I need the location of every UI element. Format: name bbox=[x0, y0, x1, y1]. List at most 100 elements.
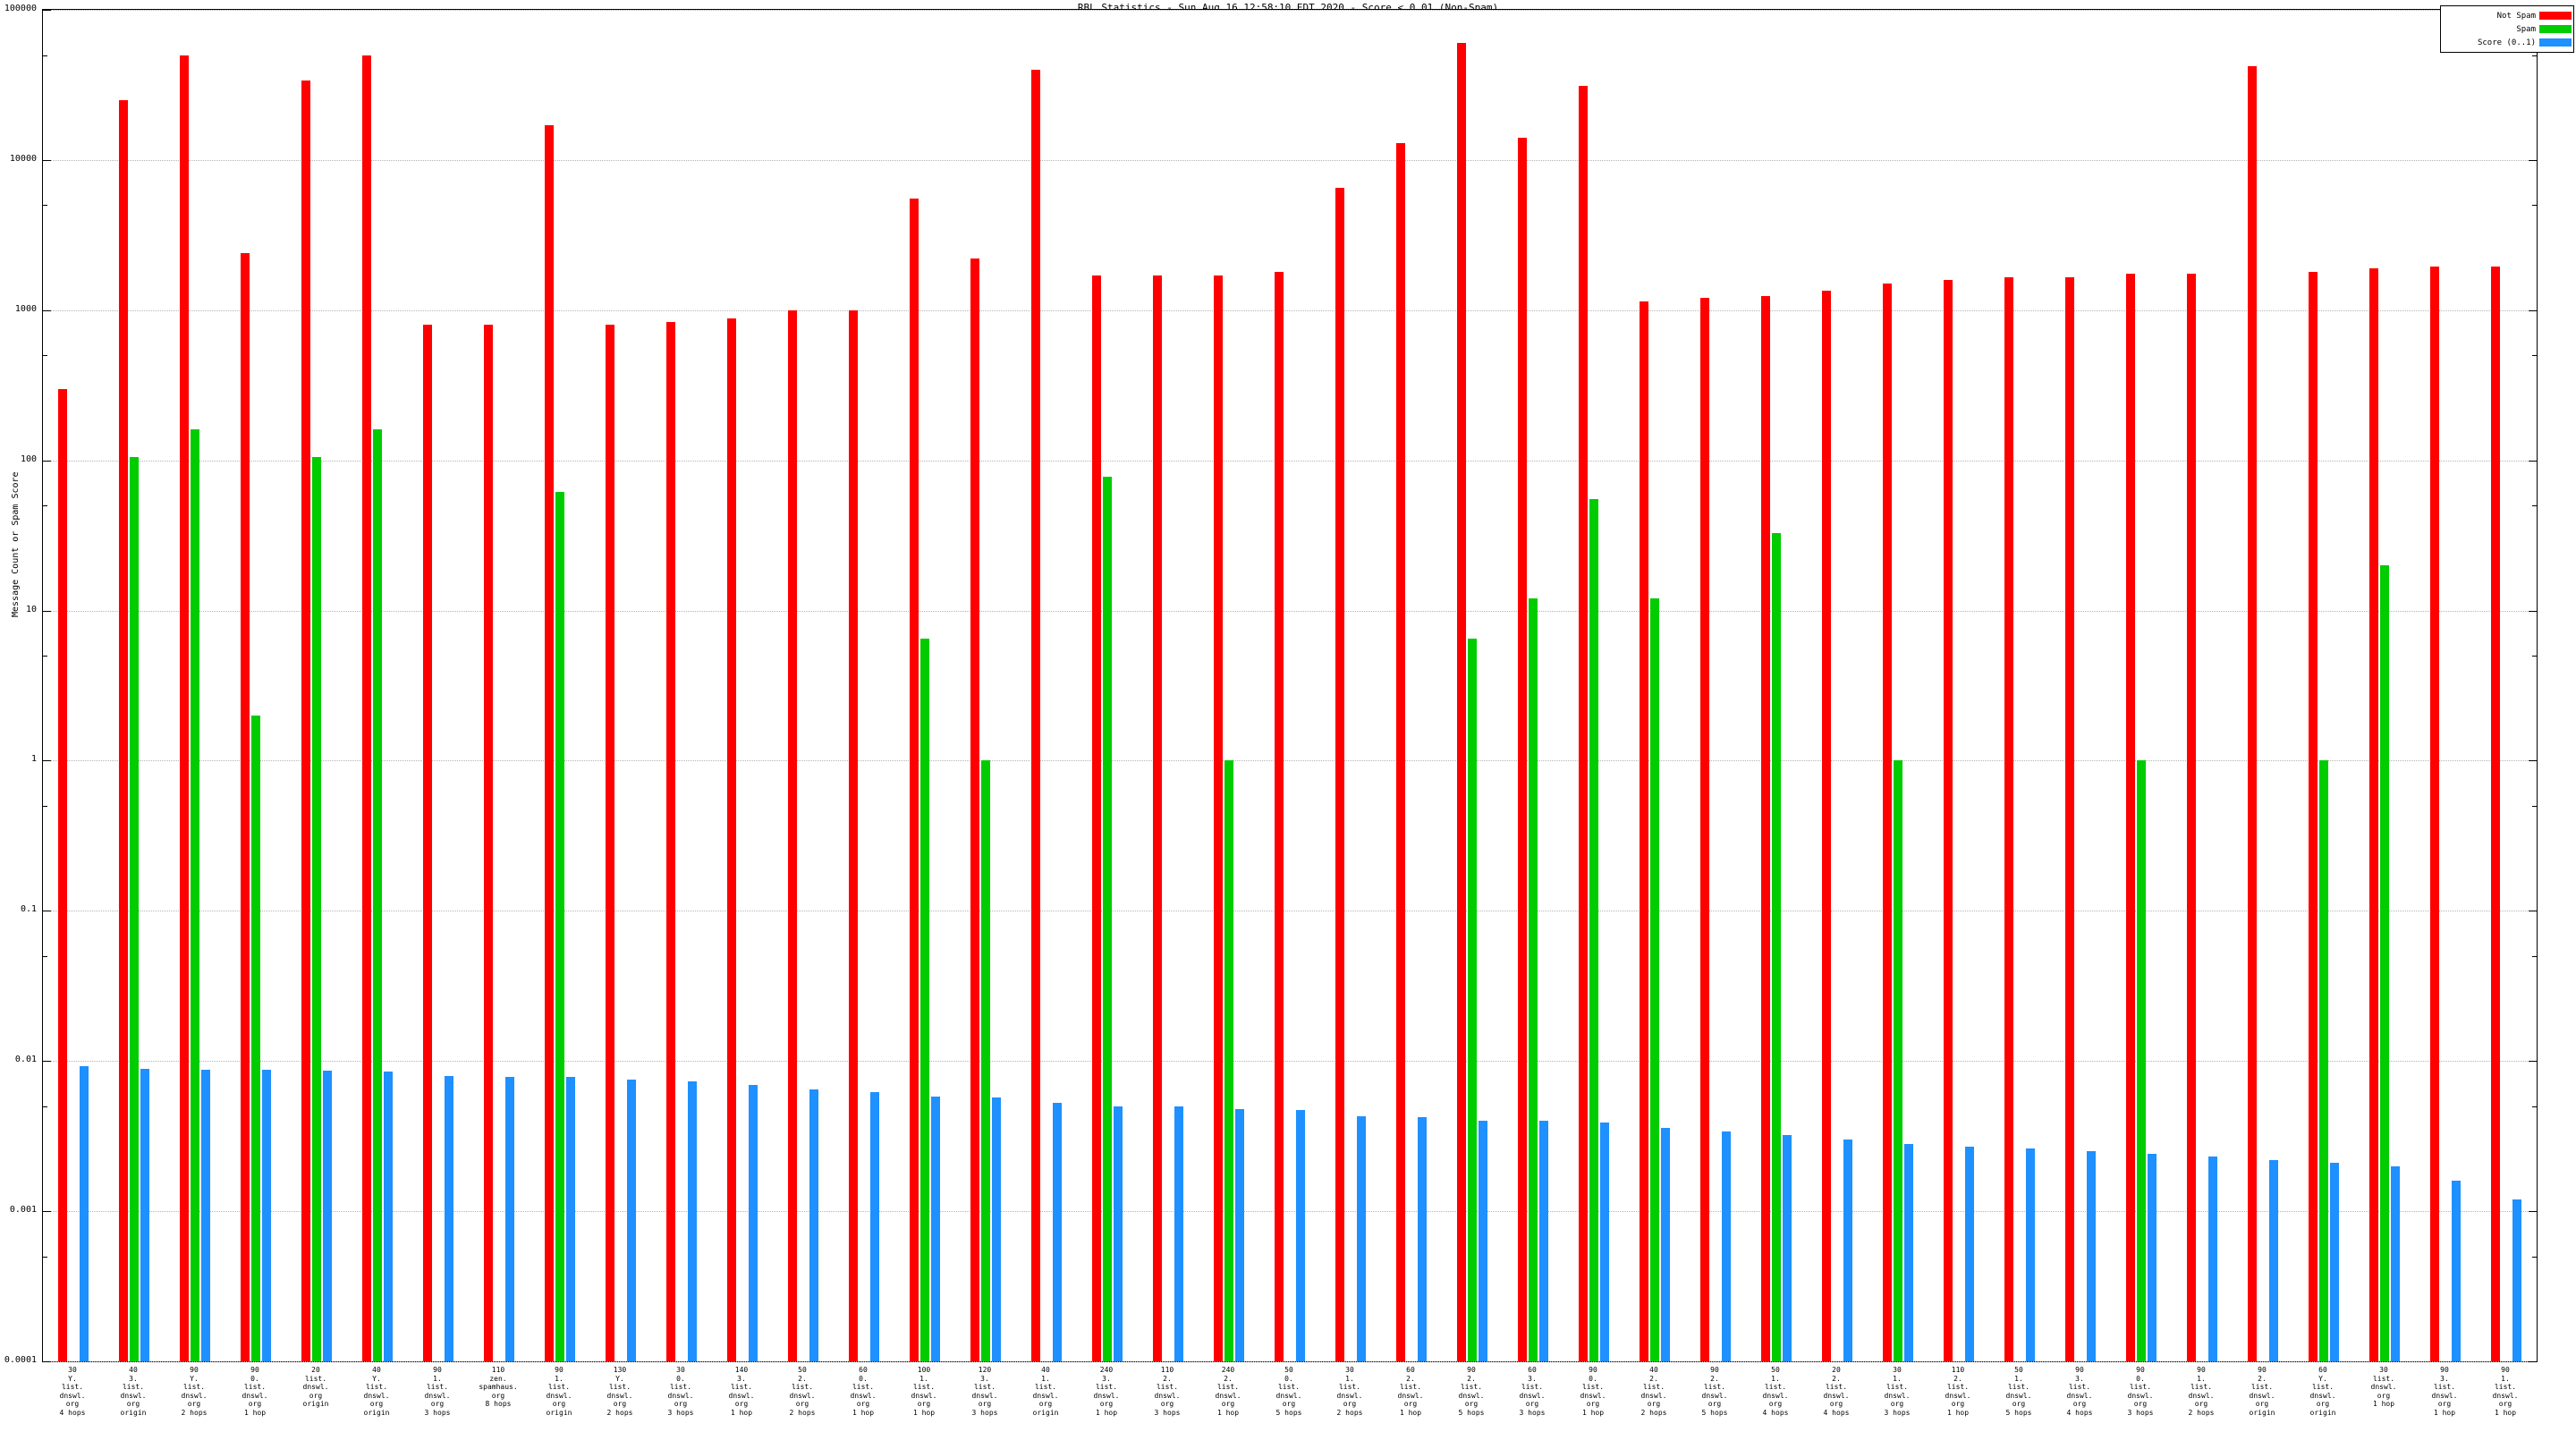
bar-score bbox=[688, 1081, 697, 1361]
y-axis-tick bbox=[2529, 1211, 2537, 1213]
y-axis-tick-label: 1000 bbox=[14, 303, 37, 314]
y-axis-minor-tick bbox=[2532, 1256, 2537, 1258]
bar-not-spam bbox=[1031, 69, 1040, 1361]
y-axis-title-wrap: Message Count or Spam Score bbox=[11, 0, 30, 1353]
bar-score bbox=[445, 1075, 453, 1361]
x-axis-tick-label: 110 zen. spamhaus. org 8 hops bbox=[479, 1366, 518, 1409]
bar-not-spam bbox=[1700, 298, 1709, 1361]
x-axis-tick-label: 50 0. list. dnswl. org 5 hops bbox=[1275, 1366, 1302, 1417]
bar-spam bbox=[2137, 760, 2146, 1361]
bar-not-spam bbox=[1579, 86, 1588, 1361]
bar-score bbox=[384, 1072, 393, 1361]
bar-score bbox=[2087, 1151, 2096, 1361]
bar-score bbox=[2512, 1199, 2521, 1361]
x-axis-tick-label: 40 Y. list. dnswl. org origin bbox=[363, 1366, 390, 1417]
x-axis-tick-label: 50 1. list. dnswl. org 5 hops bbox=[2005, 1366, 2032, 1417]
bar-score bbox=[80, 1066, 89, 1361]
bar-score bbox=[2148, 1154, 2157, 1361]
bar-not-spam bbox=[970, 258, 979, 1361]
y-axis-minor-tick bbox=[43, 355, 47, 357]
y-axis-tick-label: 100 bbox=[20, 453, 37, 464]
bar-score bbox=[2026, 1148, 2035, 1361]
x-axis-tick-label: 90 0. list. dnswl. org 1 hop bbox=[242, 1366, 268, 1417]
bar-spam bbox=[981, 760, 990, 1361]
x-axis-tick-label: 90 1. list. dnswl. org origin bbox=[546, 1366, 572, 1417]
bar-not-spam bbox=[180, 55, 189, 1361]
y-axis-minor-tick bbox=[2532, 55, 2537, 56]
x-axis-tick-label: 130 Y. list. dnswl. org 2 hops bbox=[606, 1366, 633, 1417]
bar-not-spam bbox=[2430, 267, 2439, 1361]
x-axis-tick-label: 30 1. list. dnswl. org 3 hops bbox=[1884, 1366, 1911, 1417]
bar-score bbox=[1114, 1106, 1123, 1361]
bar-score bbox=[1235, 1108, 1244, 1361]
bar-not-spam bbox=[666, 322, 675, 1361]
y-axis-tick bbox=[43, 309, 51, 311]
y-axis-minor-tick bbox=[43, 1256, 47, 1258]
bar-score bbox=[1296, 1110, 1305, 1361]
bar-score bbox=[2391, 1165, 2400, 1361]
bar-not-spam bbox=[423, 325, 432, 1361]
bar-score bbox=[992, 1097, 1001, 1361]
bar-spam bbox=[1103, 476, 1112, 1361]
bar-not-spam bbox=[2491, 267, 2500, 1361]
bar-spam bbox=[1772, 532, 1781, 1361]
bar-not-spam bbox=[1761, 295, 1770, 1361]
bar-not-spam bbox=[1944, 279, 1953, 1361]
bar-spam bbox=[1650, 598, 1659, 1361]
x-axis-tick-label: 110 2. list. dnswl. org 3 hops bbox=[1154, 1366, 1181, 1417]
bar-not-spam bbox=[2369, 267, 2378, 1361]
x-axis-tick-label: 40 1. list. dnswl. org origin bbox=[1032, 1366, 1059, 1417]
y-axis-tick bbox=[43, 1061, 51, 1063]
x-axis-tick-label: 100 1. list. dnswl. org 1 hop bbox=[911, 1366, 937, 1417]
bar-spam bbox=[312, 457, 321, 1361]
y-axis-tick-label: 10 bbox=[25, 604, 37, 614]
bar-not-spam bbox=[2187, 273, 2196, 1361]
bar-not-spam bbox=[1457, 43, 1466, 1361]
bar-not-spam bbox=[1883, 284, 1892, 1361]
bar-not-spam bbox=[362, 55, 371, 1361]
y-axis-tick-label: 0.01 bbox=[14, 1055, 37, 1065]
bar-not-spam bbox=[1396, 142, 1405, 1361]
x-axis-tick-label: 30 0. list. dnswl. org 3 hops bbox=[667, 1366, 694, 1417]
bar-score bbox=[140, 1068, 149, 1361]
bar-spam bbox=[1224, 760, 1233, 1361]
y-axis-minor-tick bbox=[2532, 355, 2537, 357]
y-axis-minor-tick bbox=[43, 1106, 47, 1107]
y-axis-title: Message Count or Spam Score bbox=[11, 471, 21, 617]
bar-not-spam bbox=[910, 199, 919, 1361]
y-axis-tick bbox=[2529, 760, 2537, 762]
x-axis-tick-label: 90 2. list. dnswl. org origin bbox=[2249, 1366, 2275, 1417]
x-axis-tick-label: 20 2. list. dnswl. org 4 hops bbox=[1823, 1366, 1850, 1417]
bar-score bbox=[809, 1089, 818, 1361]
bar-score bbox=[1539, 1121, 1548, 1361]
bar-not-spam bbox=[849, 309, 858, 1361]
x-axis-tick-label: 30 list. dnswl. org 1 hop bbox=[2370, 1366, 2397, 1409]
y-axis-tick bbox=[43, 1361, 51, 1362]
bar-not-spam bbox=[1640, 301, 1648, 1361]
bar-score bbox=[2330, 1163, 2339, 1361]
bar-score bbox=[1722, 1131, 1731, 1361]
bar-score bbox=[566, 1077, 575, 1361]
bar-not-spam bbox=[2248, 66, 2257, 1361]
x-axis-tick-labels: 30 Y. list. dnswl. org 4 hops 40 3. list.… bbox=[42, 1366, 2538, 1446]
y-axis-minor-tick bbox=[43, 656, 47, 657]
x-axis-tick-label: 90 0. list. dnswl. org 3 hops bbox=[2127, 1366, 2154, 1417]
bar-spam bbox=[1529, 598, 1538, 1361]
bar-not-spam bbox=[2065, 277, 2074, 1361]
y-axis-tick bbox=[2529, 460, 2537, 462]
grid-line bbox=[43, 1361, 2537, 1362]
x-axis-tick-label: 90 2. list. dnswl. org 5 hops bbox=[1458, 1366, 1485, 1417]
x-axis-tick-label: 140 3. list. dnswl. org 1 hop bbox=[728, 1366, 755, 1417]
bar-score bbox=[870, 1092, 879, 1361]
x-axis-tick-label: 40 3. list. dnswl. org origin bbox=[120, 1366, 147, 1417]
x-axis-tick-label: 120 3. list. dnswl. org 3 hops bbox=[971, 1366, 998, 1417]
grid-line bbox=[43, 1061, 2537, 1063]
legend-swatch bbox=[2539, 12, 2572, 20]
bar-score bbox=[1479, 1121, 1487, 1361]
bar-not-spam bbox=[545, 125, 554, 1361]
y-axis-tick bbox=[43, 460, 51, 462]
bar-not-spam bbox=[788, 309, 797, 1361]
bar-score bbox=[1843, 1140, 1852, 1361]
bar-not-spam bbox=[241, 252, 250, 1361]
